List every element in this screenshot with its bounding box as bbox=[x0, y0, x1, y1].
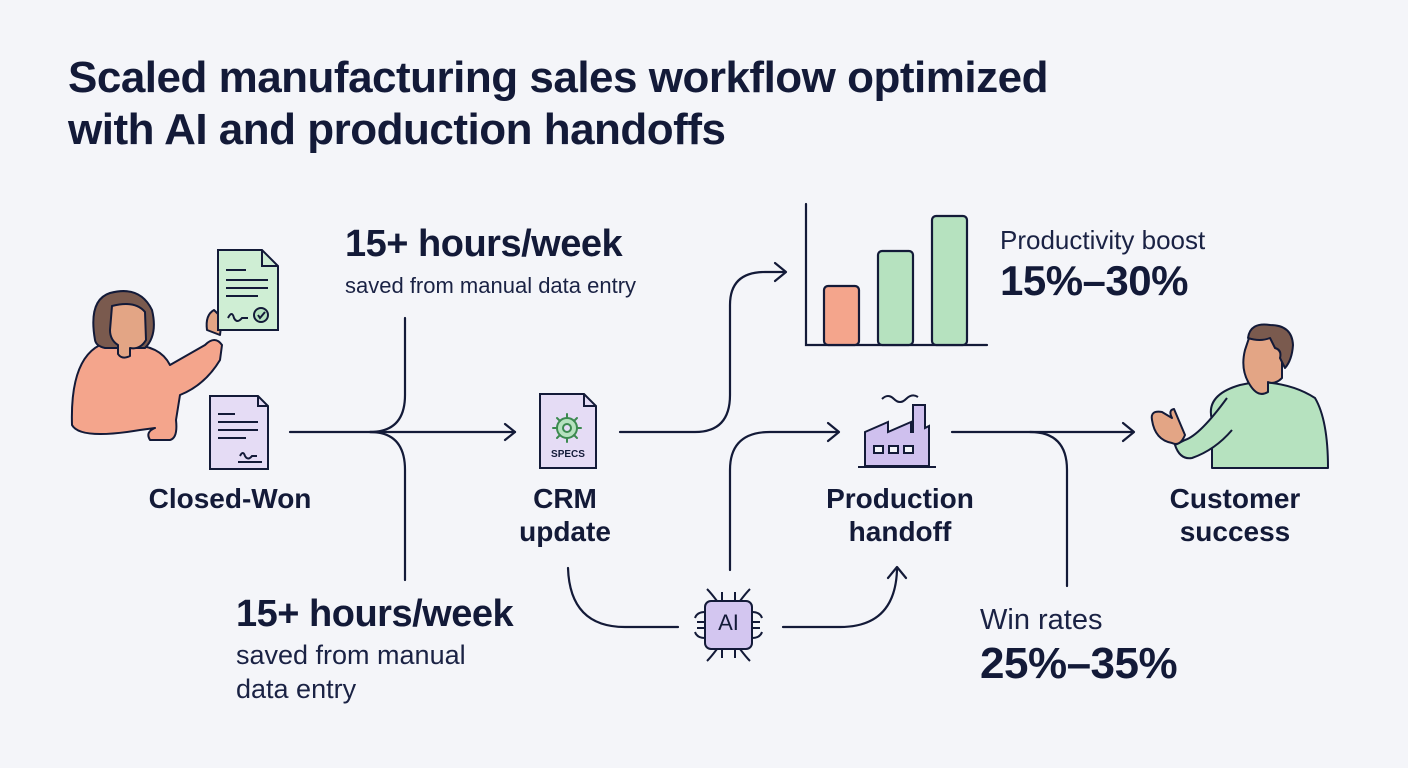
specs-document-icon bbox=[539, 393, 597, 469]
bar-3 bbox=[930, 214, 969, 347]
title-line-2: with AI and production handoffs bbox=[68, 105, 726, 154]
sales-rep-illustration bbox=[70, 290, 223, 441]
customer-illustration bbox=[1150, 323, 1329, 469]
ai-chip-icon bbox=[694, 588, 763, 662]
flow-crm-ai bbox=[566, 566, 680, 629]
stage-label-crm-update: CRM update bbox=[519, 483, 611, 547]
metric-top-savings: 15+ hours/week saved from manual data en… bbox=[345, 222, 636, 300]
bar-2 bbox=[876, 249, 915, 347]
signed-contract-icon bbox=[217, 249, 279, 331]
metric-bottom-savings: 15+ hours/week saved from manual data en… bbox=[236, 592, 514, 706]
branch-to-top-metric bbox=[368, 316, 407, 434]
metric-bottom-savings-value: 15+ hours/week bbox=[236, 593, 514, 635]
metric-top-savings-value: 15+ hours/week bbox=[345, 223, 623, 265]
branch-to-bottom-metric bbox=[368, 430, 407, 582]
document-icon bbox=[209, 395, 269, 470]
factory-icon bbox=[858, 394, 936, 468]
metric-productivity-label: Productivity boost bbox=[1000, 225, 1206, 255]
flow-arrow-crm-chart bbox=[618, 270, 787, 434]
branch-to-win-rates bbox=[1028, 430, 1069, 588]
metric-win-rates-label: Win rates bbox=[980, 604, 1103, 636]
ai-chip-label: AI bbox=[718, 610, 739, 635]
page-title: Scaled manufacturing sales workflow opti… bbox=[68, 52, 1048, 156]
gear-icon bbox=[552, 413, 582, 443]
metric-win-rates-value: 25%–35% bbox=[980, 639, 1178, 688]
flow-ai-production-top bbox=[728, 430, 840, 572]
stage-label-production-handoff: Production handoff bbox=[826, 483, 974, 547]
metric-productivity-value: 15%–30% bbox=[1000, 257, 1188, 304]
metric-win-rates: Win rates 25%–35% bbox=[980, 602, 1178, 690]
specs-tag: SPECS bbox=[551, 449, 585, 460]
metric-productivity: Productivity boost 15%–30% bbox=[1000, 224, 1205, 306]
stage-label-customer-success: Customer success bbox=[1169, 483, 1301, 547]
metric-top-savings-caption: saved from manual data entry bbox=[345, 273, 637, 298]
bar-1 bbox=[822, 284, 861, 347]
productivity-bar-chart bbox=[804, 202, 989, 347]
metric-bottom-savings-caption: saved from manual data entry bbox=[236, 640, 466, 704]
flow-ai-production-bottom bbox=[781, 568, 899, 629]
stage-label-closed-won: Closed-Won bbox=[148, 483, 312, 514]
title-line-1: Scaled manufacturing sales workflow opti… bbox=[68, 53, 1048, 102]
